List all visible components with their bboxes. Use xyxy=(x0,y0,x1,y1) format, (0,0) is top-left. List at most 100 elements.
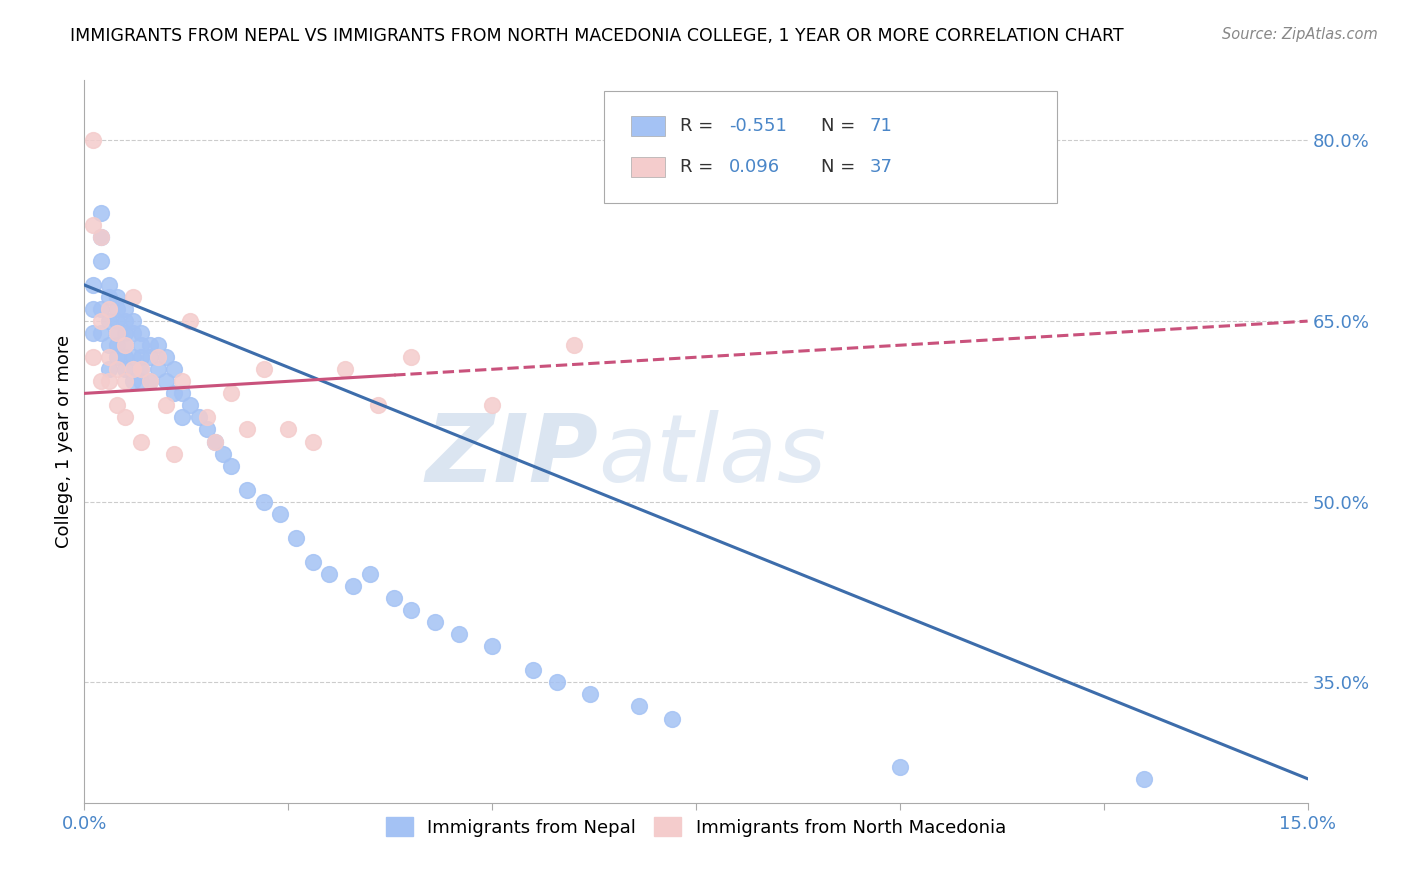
Point xyxy=(146,338,169,352)
Point xyxy=(399,603,422,617)
Point xyxy=(236,422,259,436)
Point xyxy=(661,712,683,726)
Point xyxy=(195,410,218,425)
Point xyxy=(889,759,911,773)
Point xyxy=(359,567,381,582)
Point xyxy=(212,446,235,460)
Point xyxy=(546,675,568,690)
Point xyxy=(179,398,201,412)
Point xyxy=(131,326,153,340)
Point xyxy=(522,664,544,678)
Point xyxy=(301,434,323,449)
Point xyxy=(97,277,120,292)
Point xyxy=(82,218,104,232)
Point xyxy=(90,230,112,244)
Text: IMMIGRANTS FROM NEPAL VS IMMIGRANTS FROM NORTH MACEDONIA COLLEGE, 1 YEAR OR MORE: IMMIGRANTS FROM NEPAL VS IMMIGRANTS FROM… xyxy=(70,27,1123,45)
Point xyxy=(114,362,136,376)
Point xyxy=(253,362,276,376)
Point xyxy=(114,350,136,364)
Point xyxy=(114,375,136,389)
Point xyxy=(105,290,128,304)
Point xyxy=(105,326,128,340)
Point xyxy=(269,507,291,521)
Point xyxy=(155,398,177,412)
Point xyxy=(114,338,136,352)
Text: R =: R = xyxy=(681,117,718,135)
Point xyxy=(172,410,194,425)
Point xyxy=(114,410,136,425)
Point xyxy=(90,375,112,389)
Point xyxy=(114,338,136,352)
Point xyxy=(204,434,226,449)
Point xyxy=(204,434,226,449)
Point xyxy=(122,290,145,304)
Text: ZIP: ZIP xyxy=(425,410,598,502)
Legend: Immigrants from Nepal, Immigrants from North Macedonia: Immigrants from Nepal, Immigrants from N… xyxy=(377,808,1015,846)
FancyBboxPatch shape xyxy=(631,157,665,178)
Point xyxy=(97,350,120,364)
Point xyxy=(163,446,186,460)
Point xyxy=(131,362,153,376)
Point xyxy=(131,362,153,376)
Point xyxy=(277,422,299,436)
Point xyxy=(97,301,120,317)
Point xyxy=(105,398,128,412)
Point xyxy=(382,591,405,605)
Point xyxy=(367,398,389,412)
Text: 0.096: 0.096 xyxy=(728,158,780,176)
Point xyxy=(82,133,104,147)
Point xyxy=(105,326,128,340)
Point xyxy=(449,627,471,641)
Point xyxy=(301,555,323,569)
Point xyxy=(195,422,218,436)
Point xyxy=(114,314,136,328)
Text: 37: 37 xyxy=(870,158,893,176)
Point xyxy=(82,326,104,340)
Point xyxy=(90,326,112,340)
Point xyxy=(1133,772,1156,786)
Point xyxy=(131,338,153,352)
Point xyxy=(146,350,169,364)
Point xyxy=(97,290,120,304)
Point xyxy=(172,386,194,401)
Text: 71: 71 xyxy=(870,117,893,135)
Point xyxy=(579,687,602,701)
Point xyxy=(253,494,276,508)
Point xyxy=(82,277,104,292)
Point xyxy=(335,362,357,376)
Point xyxy=(97,338,120,352)
Point xyxy=(90,230,112,244)
Point xyxy=(90,205,112,219)
Y-axis label: College, 1 year or more: College, 1 year or more xyxy=(55,335,73,548)
Point xyxy=(131,434,153,449)
Point xyxy=(138,350,160,364)
Point xyxy=(146,362,169,376)
Point xyxy=(97,362,120,376)
Text: R =: R = xyxy=(681,158,718,176)
Point xyxy=(105,338,128,352)
Text: N =: N = xyxy=(821,158,860,176)
Point xyxy=(90,301,112,317)
Point xyxy=(122,350,145,364)
Point xyxy=(122,326,145,340)
Point xyxy=(562,338,585,352)
Point xyxy=(131,350,153,364)
Point xyxy=(187,410,209,425)
Point xyxy=(131,375,153,389)
Point xyxy=(236,483,259,497)
Point xyxy=(138,375,160,389)
Point xyxy=(114,301,136,317)
Point xyxy=(163,386,186,401)
Point xyxy=(122,362,145,376)
Point xyxy=(219,386,242,401)
Point xyxy=(155,350,177,364)
Text: N =: N = xyxy=(821,117,860,135)
Point xyxy=(342,579,364,593)
Point xyxy=(82,301,104,317)
Point xyxy=(90,253,112,268)
Point xyxy=(138,375,160,389)
Point xyxy=(219,458,242,473)
Point xyxy=(179,314,201,328)
Point xyxy=(627,699,650,714)
Point xyxy=(138,338,160,352)
